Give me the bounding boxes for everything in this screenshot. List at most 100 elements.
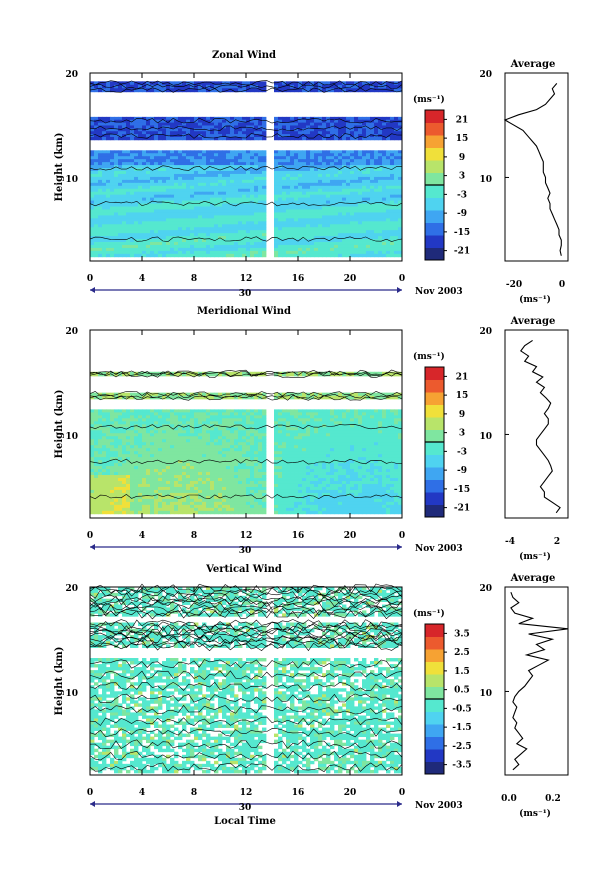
field-cell bbox=[374, 457, 379, 461]
field-cell bbox=[134, 176, 139, 181]
field-cell bbox=[98, 131, 103, 135]
field-cell bbox=[370, 159, 375, 163]
field-cell bbox=[274, 424, 279, 428]
field-cell bbox=[246, 244, 251, 249]
field-cell bbox=[118, 136, 123, 141]
field-cell bbox=[170, 430, 175, 434]
field-cell bbox=[374, 122, 379, 126]
field-cell bbox=[138, 457, 143, 461]
field-cell bbox=[366, 242, 371, 246]
field-cell bbox=[138, 203, 143, 207]
field-cell bbox=[210, 227, 215, 231]
field-cell bbox=[134, 122, 139, 126]
field-cell bbox=[138, 427, 143, 431]
field-cell bbox=[362, 119, 367, 124]
field-cell bbox=[338, 119, 343, 124]
field-cell bbox=[274, 433, 279, 437]
field-cell bbox=[158, 209, 163, 213]
field-cell bbox=[306, 128, 311, 132]
field-cell bbox=[278, 253, 283, 258]
field-cell bbox=[366, 176, 371, 181]
field-cell bbox=[398, 457, 403, 461]
field-cell bbox=[90, 224, 95, 228]
field-cell bbox=[114, 244, 119, 249]
field-cell bbox=[94, 128, 99, 132]
field-cell bbox=[230, 227, 235, 231]
field-cell bbox=[222, 415, 227, 419]
field-cell bbox=[342, 136, 347, 141]
contour-line bbox=[89, 117, 403, 139]
field-cell bbox=[134, 88, 139, 93]
field-cell bbox=[254, 253, 259, 258]
profile-x-tick: 0 bbox=[559, 280, 565, 290]
field-cell bbox=[206, 454, 211, 458]
field-cell bbox=[110, 156, 115, 160]
field-cell bbox=[202, 209, 207, 213]
field-cell bbox=[158, 162, 163, 166]
field-cell bbox=[154, 439, 159, 443]
field-cell bbox=[286, 182, 291, 187]
field-cell bbox=[386, 136, 391, 141]
field-cell bbox=[242, 173, 247, 178]
field-cell bbox=[110, 253, 115, 258]
field-cell bbox=[162, 439, 167, 443]
field-cell bbox=[106, 185, 111, 190]
field-cell bbox=[114, 442, 119, 446]
field-cell bbox=[254, 125, 259, 129]
field-cell bbox=[390, 451, 395, 455]
field-cell bbox=[338, 236, 343, 240]
field-cell bbox=[294, 81, 299, 86]
field-cell bbox=[286, 212, 291, 216]
field-cell bbox=[110, 436, 115, 440]
field-cell bbox=[190, 168, 195, 172]
field-cell bbox=[262, 125, 267, 129]
field-cell bbox=[162, 442, 167, 446]
field-cell bbox=[210, 200, 215, 204]
field-cell bbox=[362, 436, 367, 440]
field-cell bbox=[126, 436, 131, 440]
field-cell bbox=[394, 156, 399, 160]
field-cell bbox=[302, 230, 307, 234]
field-cell bbox=[154, 421, 159, 425]
field-cell bbox=[394, 436, 399, 440]
field-cell bbox=[170, 153, 175, 157]
field-cell bbox=[274, 244, 279, 249]
field-cell bbox=[162, 230, 167, 234]
field-cell bbox=[234, 84, 239, 89]
field-cell bbox=[126, 236, 131, 240]
field-cell bbox=[214, 445, 219, 449]
field-cell bbox=[274, 409, 279, 413]
field-cell bbox=[370, 188, 375, 193]
field-cell bbox=[382, 88, 387, 93]
field-cell bbox=[226, 134, 231, 138]
field-cell bbox=[98, 236, 103, 240]
field-cell bbox=[214, 200, 219, 204]
field-cell bbox=[378, 424, 383, 428]
field-cell bbox=[318, 156, 323, 160]
field-cell bbox=[334, 221, 339, 225]
field-cell bbox=[214, 119, 219, 124]
field-cell bbox=[378, 81, 383, 86]
field-cell bbox=[186, 131, 191, 135]
field-cell bbox=[330, 247, 335, 252]
field-cell bbox=[302, 206, 307, 210]
field-cell bbox=[310, 415, 315, 419]
field-cell bbox=[390, 412, 395, 416]
field-cell bbox=[262, 227, 267, 231]
field-cell bbox=[342, 159, 347, 163]
field-cell bbox=[154, 409, 159, 413]
field-cell bbox=[166, 230, 171, 234]
field-cell bbox=[342, 134, 347, 138]
field-cell bbox=[226, 165, 231, 169]
field-cell bbox=[130, 134, 135, 138]
field-cell bbox=[194, 81, 199, 86]
field-cell bbox=[138, 433, 143, 437]
field-cell bbox=[390, 244, 395, 249]
field-cell bbox=[210, 224, 215, 228]
field-cell bbox=[134, 451, 139, 455]
field-cell bbox=[326, 173, 331, 178]
field-cell bbox=[218, 224, 223, 228]
field-cell bbox=[218, 227, 223, 231]
field-cell bbox=[142, 122, 147, 126]
field-cell bbox=[310, 194, 315, 199]
